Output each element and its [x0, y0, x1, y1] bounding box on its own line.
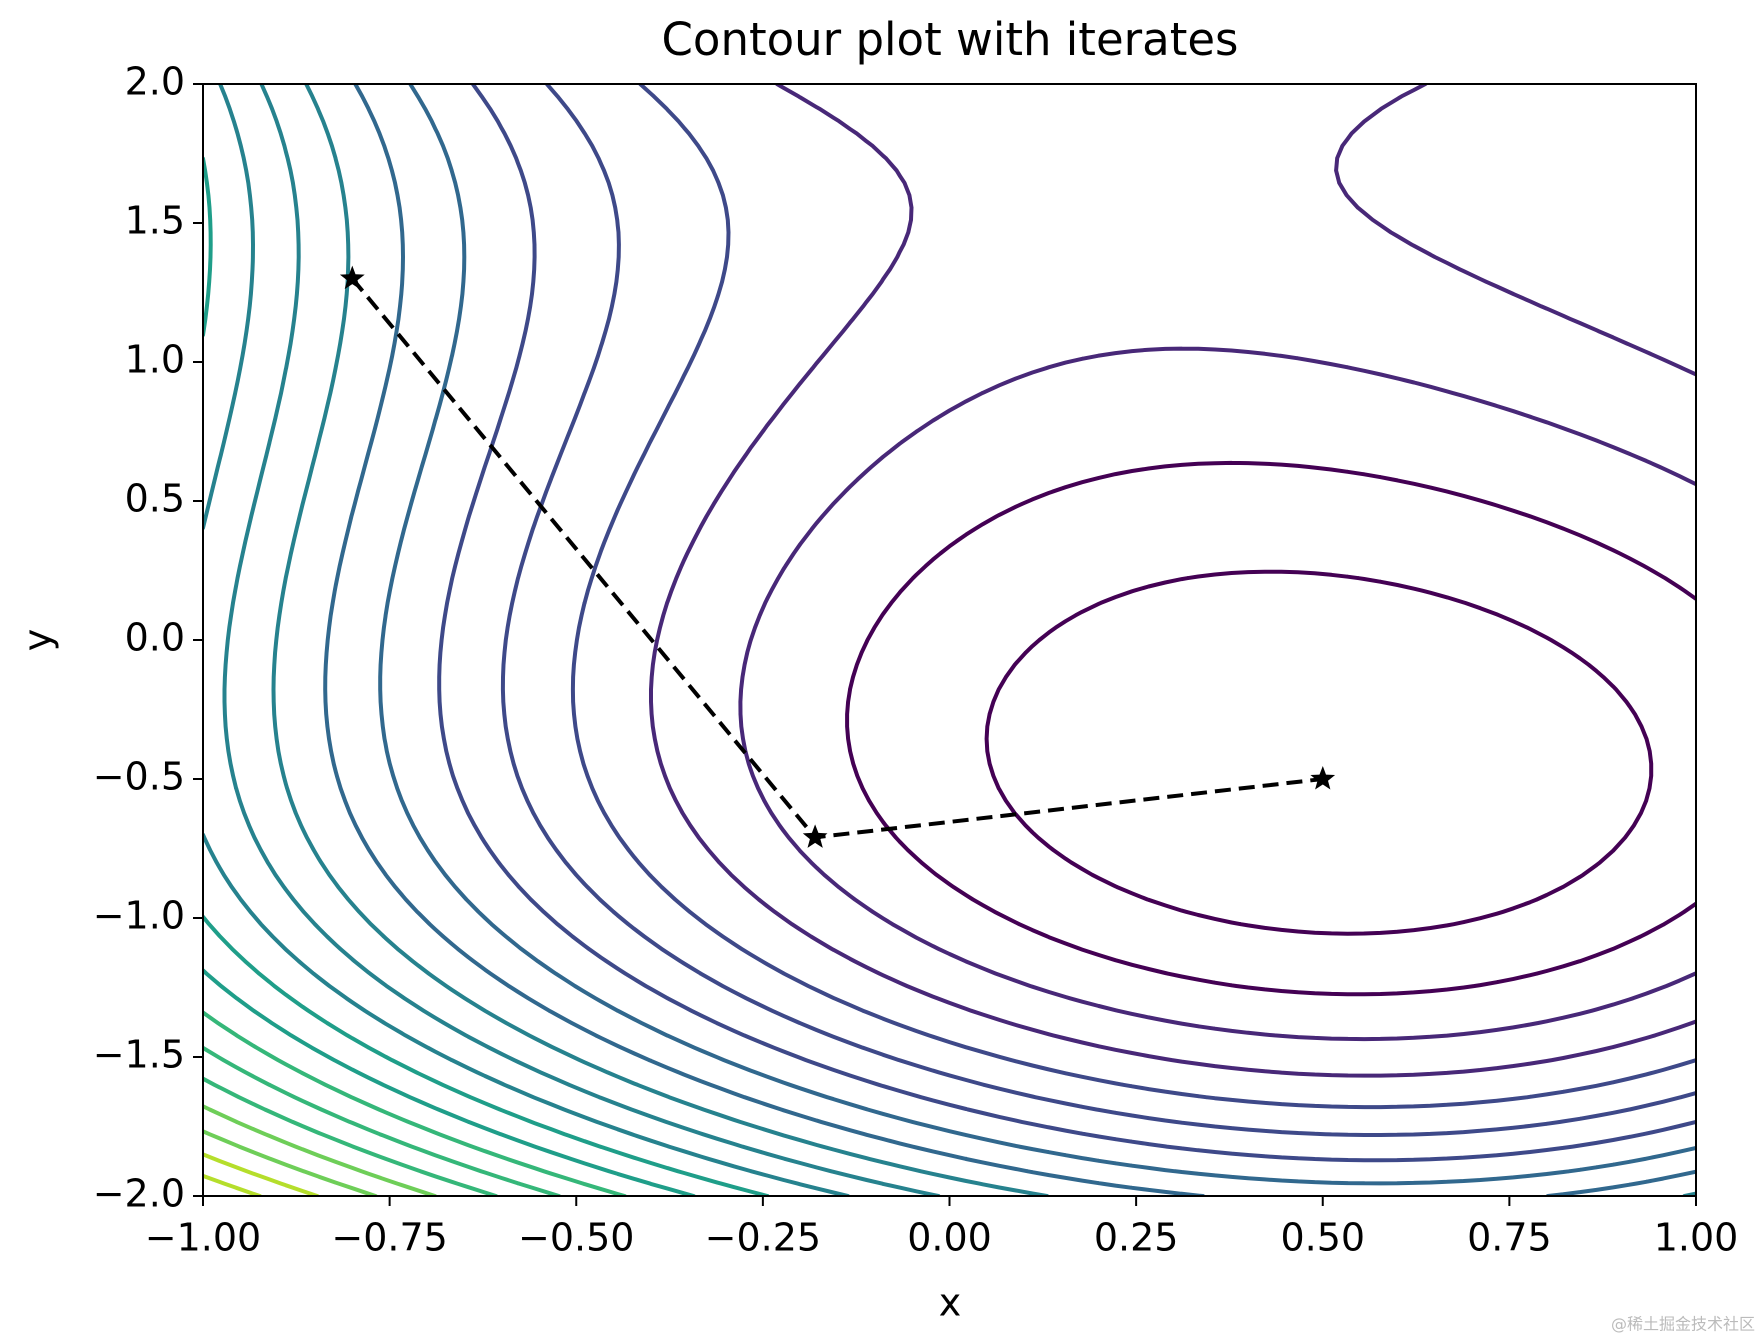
- contour-line: [203, 968, 696, 1196]
- contour-line: [203, 1152, 320, 1196]
- x-tick-label: −0.50: [518, 1216, 634, 1260]
- x-tick-label: 1.00: [1654, 1216, 1739, 1260]
- watermark: @稀土掘金技术社区: [1611, 1315, 1755, 1334]
- x-tick-label: 0.00: [907, 1216, 992, 1260]
- y-tick-label: 2.0: [125, 60, 185, 104]
- contour-line: [271, 84, 1696, 1196]
- contour-line: [378, 84, 1696, 1186]
- contour-line: [984, 569, 1654, 936]
- y-axis-label: y: [16, 629, 60, 652]
- contour-line: [203, 1010, 627, 1196]
- plot-frame: [202, 83, 1697, 1197]
- contour-line: [323, 84, 1696, 1196]
- chart-title: Contour plot with iterates: [662, 13, 1239, 66]
- contour-line: [203, 1104, 437, 1196]
- x-tick-label: 0.25: [1094, 1216, 1179, 1260]
- contour-line: [222, 84, 941, 1196]
- contour-line: [203, 1129, 378, 1196]
- contour-line: [203, 1045, 561, 1196]
- y-tick-label: −1.5: [93, 1033, 185, 1077]
- contour-line: [203, 1076, 498, 1196]
- contour-line: [845, 460, 1696, 997]
- x-tick-label: −0.75: [331, 1216, 447, 1260]
- iterate-marker: [802, 824, 828, 848]
- y-tick-label: 0.0: [125, 616, 185, 660]
- x-tick-label: −1.00: [145, 1216, 261, 1260]
- y-tick-label: −0.5: [93, 755, 185, 799]
- x-axis-label: x: [939, 1281, 962, 1325]
- iterate-path: [350, 277, 1323, 840]
- x-tick-label: −0.25: [705, 1216, 821, 1260]
- y-tick-label: 1.5: [125, 199, 185, 243]
- iterate-marker: [339, 265, 365, 290]
- x-tick-label: 0.75: [1467, 1216, 1552, 1260]
- y-tick-label: −2.0: [93, 1172, 185, 1216]
- y-tick-label: 0.5: [125, 477, 185, 521]
- contour-group: [203, 84, 1696, 1196]
- y-tick-label: −1.0: [93, 894, 185, 938]
- contour-line: [738, 346, 1696, 1042]
- contour-line: [203, 84, 850, 1196]
- contour-line: [649, 84, 1696, 1078]
- contour-line: [500, 84, 1696, 1137]
- contour-line: [203, 156, 770, 1196]
- contour-line: [570, 84, 1696, 1110]
- contour-line: [203, 1173, 262, 1196]
- x-tick-label: 0.50: [1280, 1216, 1365, 1260]
- y-tick-label: 1.0: [125, 338, 185, 382]
- iterate-marker: [1310, 766, 1336, 790]
- contour-line: [437, 84, 1696, 1163]
